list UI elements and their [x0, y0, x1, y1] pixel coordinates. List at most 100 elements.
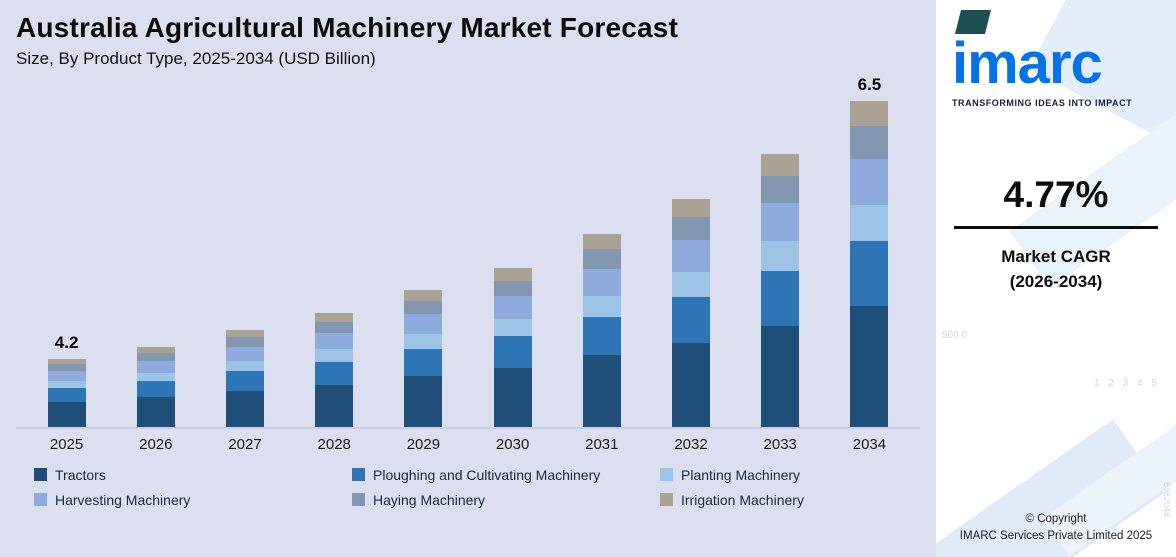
year-label: 2033 [763, 435, 797, 453]
bar-value-label: 6.5 [857, 74, 882, 94]
bar-segment-harvesting [493, 296, 532, 319]
bar-segment-tractors [404, 376, 443, 427]
stacked-bar [47, 358, 86, 427]
bar-column [736, 75, 825, 427]
x-axis-labels: 2025 2026 2027 2028 2029 2030 2031 2032 2033 2034 [16, 429, 920, 453]
bar-segment-harvesting [761, 202, 800, 242]
bar-segment-planting [761, 241, 800, 272]
bar-segment-irrigation [761, 153, 800, 176]
legend-item: Ploughing and Cultivating Machinery [352, 467, 660, 483]
bar-segment-harvesting [582, 268, 621, 296]
bar-segment-irrigation [315, 312, 354, 322]
bar-segment-irrigation [136, 346, 175, 354]
legend-label: Irrigation Machinery [681, 491, 804, 508]
legend-item: Harvesting Machinery [34, 492, 352, 508]
bar-segment-irrigation [493, 267, 532, 281]
stacked-bar [315, 312, 354, 427]
legend-item: Planting Machinery [660, 467, 920, 483]
legend-label: Ploughing and Cultivating Machinery [373, 466, 601, 483]
imarc-logo-mark [955, 10, 991, 34]
chart-subtitle: Size, By Product Type, 2025-2034 (USD Bi… [16, 48, 376, 68]
stacked-bar [761, 153, 800, 427]
brand-sidebar: 500.0 1 2 3 4 5 6982048 imarc TRANSFORMI… [936, 0, 1176, 557]
bar-segment-haying [672, 217, 711, 240]
bar-segment-haying [47, 364, 86, 372]
bar-column [290, 75, 379, 427]
bar-segment-ploughing [850, 240, 889, 306]
bar-segment-planting [850, 204, 889, 241]
legend-swatch [660, 493, 673, 507]
bar-chart: 4.2 6.5 [16, 75, 920, 429]
stacked-bar [582, 233, 621, 427]
stacked-bar [136, 346, 175, 427]
bar-segment-tractors [582, 355, 621, 427]
bar-segment-irrigation [47, 358, 86, 365]
bar-segment-planting [404, 333, 443, 349]
year-label: 2026 [139, 435, 173, 453]
bar-segment-harvesting [136, 361, 175, 373]
bar-segment-haying [315, 322, 354, 334]
bar-segment-planting [672, 271, 711, 297]
bar-segment-irrigation [850, 100, 889, 127]
bar-segment-ploughing [582, 316, 621, 356]
chart-title: Australia Agricultural Machinery Market … [16, 12, 679, 43]
bar-segment-irrigation [582, 233, 621, 250]
bar-segment-ploughing [404, 348, 443, 377]
legend-swatch [352, 493, 365, 507]
legend-label: Haying Machinery [373, 491, 486, 508]
stacked-bar [226, 329, 264, 427]
year-label: 2031 [585, 435, 619, 453]
bar-segment-harvesting [404, 314, 443, 334]
chart-legend: Tractors Ploughing and Cultivating Machin… [16, 467, 920, 508]
bar-column [468, 75, 557, 427]
copyright-line1: © Copyright [1025, 512, 1087, 525]
bar-segment-tractors [136, 397, 175, 427]
legend-label: Planting Machinery [681, 466, 801, 483]
cagr-block: 4.77% Market CAGR (2026-2034) [936, 174, 1176, 294]
year-label: 2028 [317, 435, 351, 453]
bar-segment-harvesting [315, 333, 354, 350]
cagr-label-period: (2026-2034) [1009, 271, 1103, 291]
legend-label: Tractors [55, 466, 106, 483]
stacked-bar [672, 198, 711, 427]
copyright: © Copyright IMARC Services Private Limit… [936, 511, 1176, 546]
bar-segment-ploughing [672, 296, 711, 343]
copyright-line2: IMARC Services Private Limited 2025 [959, 529, 1153, 542]
stacked-bar [850, 100, 889, 427]
legend-item: Haying Machinery [352, 492, 660, 508]
stacked-bar [493, 267, 532, 427]
bar-segment-planting [315, 349, 354, 362]
bar-segment-ploughing [226, 371, 264, 391]
bar-segment-haying [582, 249, 621, 269]
cagr-label-title: Market CAGR [1001, 247, 1111, 267]
cagr-value: 4.77% [1003, 174, 1109, 216]
bar-segment-tractors [761, 325, 800, 427]
year-label: 2034 [852, 435, 887, 453]
bar-segment-harvesting [850, 159, 889, 205]
bar-column: 6.5 [825, 75, 914, 427]
bar-value-label: 4.2 [54, 332, 79, 352]
year-label: 2032 [674, 435, 708, 453]
legend-item: Irrigation Machinery [660, 492, 920, 508]
chart-panel: Australia Agricultural Machinery Market … [0, 0, 936, 557]
legend-swatch [660, 468, 673, 482]
bar-segment-haying [761, 175, 800, 203]
bar-segment-ploughing [136, 381, 175, 398]
bar-segment-planting [493, 318, 532, 337]
bar-segment-ploughing [47, 388, 86, 402]
bar-segment-ploughing [761, 271, 800, 326]
bar-segment-planting [47, 380, 86, 389]
bar-segment-haying [850, 126, 889, 159]
bar-segment-planting [226, 360, 264, 372]
legend-swatch [34, 468, 47, 482]
bar-segment-tractors [315, 384, 354, 427]
bar-segment-irrigation [226, 329, 264, 338]
year-label: 2029 [406, 435, 441, 453]
imarc-logo: imarc TRANSFORMING IDEAS INTO IMPACT [936, 0, 1176, 108]
year-label: 2030 [495, 435, 530, 453]
year-label: 2027 [228, 435, 262, 453]
bar-segment-haying [404, 300, 443, 315]
legend-label: Harvesting Machinery [55, 491, 191, 508]
year-label: 2025 [49, 435, 84, 453]
decorative-serial: 6982048 [1162, 481, 1172, 517]
